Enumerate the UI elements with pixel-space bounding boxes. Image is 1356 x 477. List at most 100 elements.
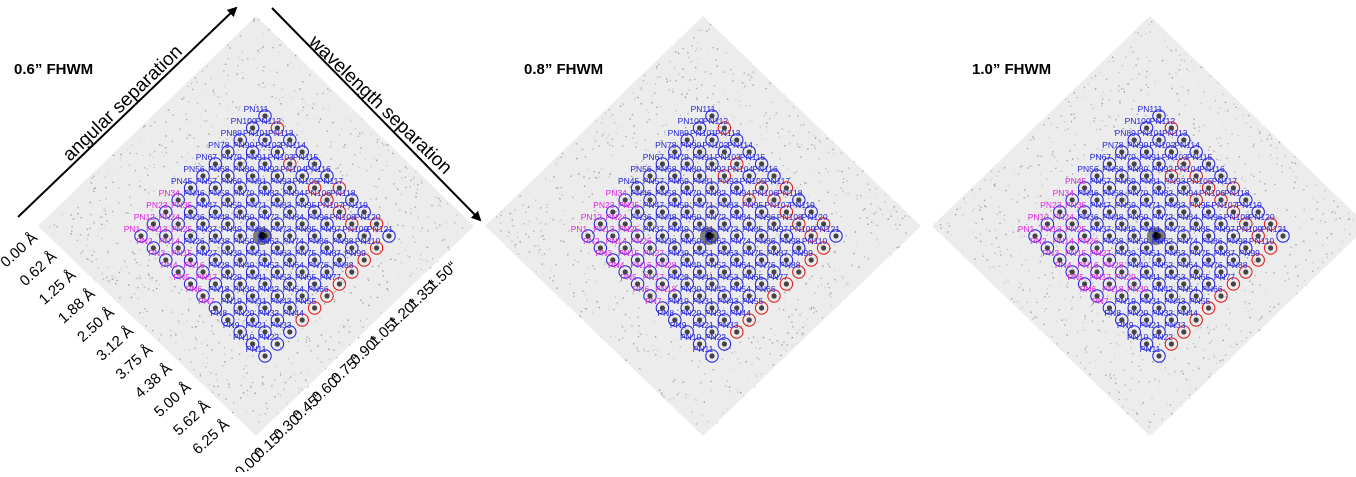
pn-source-dot bbox=[783, 233, 790, 239]
noise-speck bbox=[274, 258, 276, 260]
noise-speck bbox=[279, 374, 282, 376]
noise-speck bbox=[439, 224, 441, 226]
noise-speck bbox=[682, 47, 684, 50]
noise-speck bbox=[834, 269, 836, 271]
noise-speck bbox=[197, 320, 199, 323]
noise-speck bbox=[224, 361, 226, 363]
pn-circle bbox=[792, 265, 806, 279]
noise-speck bbox=[140, 140, 142, 143]
noise-speck bbox=[1101, 102, 1103, 105]
noise-speck bbox=[615, 210, 617, 213]
noise-speck bbox=[543, 238, 545, 241]
noise-speck bbox=[1237, 108, 1240, 110]
noise-speck bbox=[1223, 164, 1225, 166]
noise-speck bbox=[1303, 189, 1305, 191]
noise-speck bbox=[1107, 177, 1109, 180]
noise-speck bbox=[1209, 329, 1211, 331]
pn-circle bbox=[221, 169, 235, 183]
noise-speck bbox=[324, 286, 326, 289]
pn-source-dot bbox=[299, 269, 305, 275]
noise-speck bbox=[676, 134, 678, 136]
pn-source-dot bbox=[783, 257, 790, 263]
noise-speck bbox=[287, 340, 290, 343]
pn-circle bbox=[618, 217, 632, 231]
noise-speck bbox=[622, 103, 624, 105]
pn-label: PN26 bbox=[183, 236, 205, 246]
noise-speck bbox=[1127, 83, 1129, 85]
noise-speck bbox=[1049, 254, 1052, 256]
noise-speck bbox=[181, 156, 183, 158]
noise-speck bbox=[798, 119, 800, 121]
noise-speck bbox=[1177, 199, 1180, 202]
noise-speck bbox=[149, 154, 151, 156]
noise-speck bbox=[332, 121, 334, 124]
noise-speck bbox=[1118, 391, 1120, 393]
noise-speck bbox=[639, 200, 642, 202]
pn-source-dot bbox=[684, 305, 690, 311]
noise-speck bbox=[1230, 244, 1233, 246]
noise-speck bbox=[1075, 180, 1077, 183]
noise-speck bbox=[675, 109, 678, 112]
pn-source-dot bbox=[324, 197, 330, 203]
noise-speck bbox=[236, 309, 238, 312]
noise-speck bbox=[348, 292, 351, 294]
noise-speck bbox=[740, 325, 743, 328]
noise-speck bbox=[1050, 285, 1052, 287]
noise-speck bbox=[755, 282, 757, 284]
noise-speck bbox=[296, 306, 298, 308]
noise-speck bbox=[1339, 217, 1341, 220]
pn-source-dot bbox=[1057, 257, 1063, 263]
pn-label: PN10 bbox=[680, 332, 702, 342]
noise-speck bbox=[1231, 133, 1233, 135]
noise-speck bbox=[555, 264, 557, 266]
noise-speck bbox=[718, 236, 720, 238]
noise-speck bbox=[787, 168, 789, 170]
pn-label: PN89 bbox=[668, 128, 690, 138]
pn-label: PN35 bbox=[618, 200, 640, 210]
pn-circle bbox=[307, 277, 322, 291]
noise-speck bbox=[187, 85, 189, 87]
noise-speck bbox=[1099, 221, 1101, 223]
noise-speck bbox=[254, 346, 256, 348]
noise-speck bbox=[794, 188, 797, 190]
pn-source-dot bbox=[1268, 245, 1274, 251]
noise-speck bbox=[737, 358, 739, 360]
pn-source-dot bbox=[237, 305, 243, 311]
noise-speck bbox=[281, 96, 284, 99]
panel-0: PN1PN2PN3PN4PN5PN6PN7PN8PN9PN10PN11PN12P… bbox=[38, 16, 474, 436]
noise-speck bbox=[628, 198, 630, 201]
noise-speck bbox=[1097, 147, 1100, 150]
noise-speck bbox=[1203, 240, 1205, 242]
noise-speck bbox=[307, 385, 309, 388]
pn-circle bbox=[618, 265, 632, 279]
noise-speck bbox=[777, 234, 779, 237]
noise-speck bbox=[253, 202, 255, 205]
noise-speck bbox=[633, 225, 636, 228]
noise-speck bbox=[174, 332, 177, 334]
pn-source-dot bbox=[746, 221, 752, 227]
noise-speck bbox=[364, 244, 366, 246]
pn-label: PN69 bbox=[221, 176, 243, 186]
noise-speck bbox=[1056, 126, 1059, 129]
noise-speck bbox=[1028, 270, 1030, 272]
pn-label: PN10 bbox=[1127, 332, 1149, 342]
pn-source-dot bbox=[262, 113, 268, 119]
pn-circle bbox=[320, 289, 334, 303]
noise-speck bbox=[317, 238, 319, 241]
noise-speck bbox=[277, 314, 279, 316]
pn-source-dot bbox=[597, 245, 604, 251]
noise-speck bbox=[1071, 173, 1074, 175]
noise-speck bbox=[1087, 169, 1090, 171]
noise-speck bbox=[236, 152, 238, 154]
noise-speck bbox=[1137, 58, 1139, 60]
noise-speck bbox=[731, 114, 733, 116]
noise-speck bbox=[1036, 316, 1038, 319]
pn-circle bbox=[295, 265, 309, 279]
noise-speck bbox=[1118, 114, 1120, 117]
noise-speck bbox=[1197, 283, 1199, 285]
pn-label: PN76 bbox=[754, 260, 776, 270]
noise-speck bbox=[1115, 119, 1117, 121]
noise-speck bbox=[307, 104, 310, 106]
noise-speck bbox=[257, 363, 259, 365]
noise-speck bbox=[1091, 310, 1093, 312]
